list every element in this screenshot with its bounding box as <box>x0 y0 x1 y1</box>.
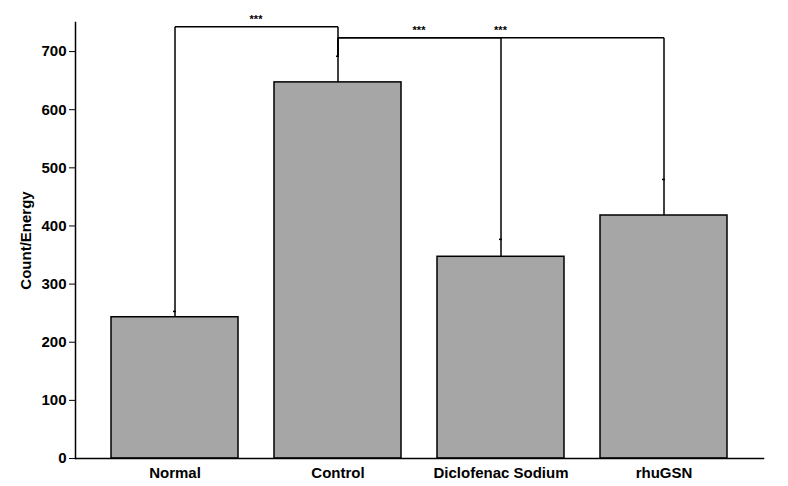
svg-text:***: *** <box>413 24 427 36</box>
svg-text:100: 100 <box>41 391 66 408</box>
svg-text:Count/Energy: Count/Energy <box>17 191 34 290</box>
svg-text:***: *** <box>250 13 264 25</box>
svg-text:Control: Control <box>311 464 364 481</box>
svg-text:500: 500 <box>41 159 66 176</box>
svg-text:600: 600 <box>41 101 66 118</box>
svg-text:Diclofenac Sodium: Diclofenac Sodium <box>433 464 568 481</box>
svg-text:rhuGSN: rhuGSN <box>636 464 693 481</box>
svg-text:***: *** <box>494 24 508 36</box>
svg-text:0: 0 <box>58 449 66 466</box>
svg-text:300: 300 <box>41 275 66 292</box>
svg-text:200: 200 <box>41 333 66 350</box>
svg-text:400: 400 <box>41 217 66 234</box>
svg-text:700: 700 <box>41 42 66 59</box>
svg-text:Normal: Normal <box>149 464 201 481</box>
